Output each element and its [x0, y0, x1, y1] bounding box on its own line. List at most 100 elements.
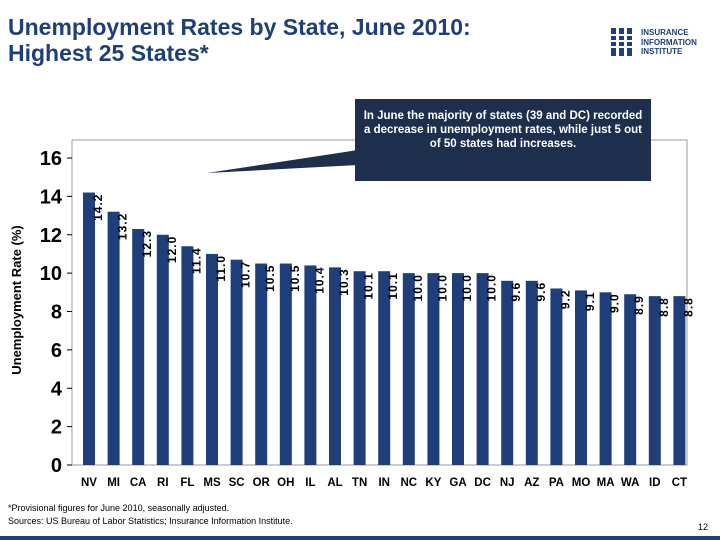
data-label-az: 9.6: [534, 282, 548, 302]
bar-dc: [476, 273, 489, 465]
page-number: 12: [697, 522, 708, 532]
y-tick-label: 6: [51, 340, 62, 362]
bar-az: [525, 280, 538, 465]
callout-pointer: [207, 150, 358, 173]
bar-fl: [181, 246, 194, 465]
logo-line-1: INSURANCE: [641, 28, 689, 37]
x-tick-label-mo: MO: [572, 477, 591, 489]
x-tick-label-ri: RI: [157, 477, 169, 489]
x-tick-label-ca: CA: [130, 477, 147, 489]
callout-box: In June the majority of states (39 and D…: [355, 99, 651, 181]
x-tick-label-nv: NV: [81, 477, 97, 489]
x-tick-label-nj: NJ: [500, 477, 515, 489]
page-title: Unemployment Rates by State, June 2010: …: [8, 14, 471, 66]
data-label-nj: 9.6: [509, 282, 523, 302]
bar-ct: [673, 296, 686, 465]
x-tick-label-az: AZ: [524, 477, 539, 489]
bar-pa: [550, 288, 563, 465]
x-tick-label-tn: TN: [352, 477, 367, 489]
bar-nc: [402, 273, 415, 465]
x-tick-label-ga: GA: [449, 477, 466, 489]
bar-ky: [427, 273, 440, 465]
bar-ca: [132, 228, 145, 465]
data-label-ma: 9.0: [608, 293, 622, 313]
logo-text: INSURANCE INFORMATION INSTITUTE: [641, 28, 697, 57]
bar-in: [378, 271, 391, 465]
y-axis: 0 2 4 6 8 10 12 14 16: [40, 148, 72, 477]
data-label-ct: 8.8: [681, 297, 695, 317]
data-label-fl: 11.4: [189, 247, 203, 274]
bar-al: [329, 267, 341, 465]
logo-line-2: INFORMATION: [641, 37, 697, 47]
data-label-id: 8.8: [657, 297, 671, 317]
data-label-pa: 9.2: [558, 289, 572, 309]
data-label-nc: 10.0: [411, 274, 425, 301]
data-label-in: 10.1: [386, 272, 400, 299]
y-tick-label: 4: [51, 378, 63, 400]
bar-sc: [230, 259, 243, 465]
data-label-ri: 12.0: [165, 236, 179, 263]
x-tick-label-ky: KY: [425, 477, 441, 489]
bar-wa: [624, 294, 637, 465]
y-tick-label: 14: [40, 186, 63, 208]
x-tick-label-id: ID: [649, 477, 661, 489]
y-tick-label: 10: [40, 263, 62, 285]
data-label-il: 10.4: [312, 266, 326, 293]
bottom-bar: [0, 536, 720, 540]
y-tick-label: 8: [51, 302, 62, 324]
data-label-ky: 10.0: [435, 274, 449, 301]
bar-mo: [575, 290, 587, 465]
bars: 14.2 13.2 12.3 12.0 11.4 11.0 10.7 10.5 10.5 10.4…: [83, 192, 695, 465]
y-tick-label: 2: [51, 417, 62, 439]
bar-tn: [353, 271, 366, 465]
x-tick-label-fl: FL: [180, 477, 194, 489]
x-tick-label-sc: SC: [229, 477, 245, 489]
footnote-line-2: Sources: US Bureau of Labor Statistics; …: [8, 516, 293, 526]
iii-logo-icon: [610, 28, 636, 56]
data-label-tn: 10.1: [362, 272, 376, 299]
x-tick-label-pa: PA: [549, 477, 564, 489]
y-axis-title: Unemployment Rate (%): [9, 225, 24, 375]
bar-nj: [501, 280, 514, 465]
title-line-2: Highest 25 States*: [8, 40, 209, 66]
y-tick-label: 12: [40, 225, 62, 247]
data-label-mo: 9.1: [583, 291, 597, 311]
y-tick-label: 16: [40, 148, 62, 170]
data-label-oh: 10.5: [288, 265, 302, 292]
x-tick-label-al: AL: [327, 477, 342, 489]
x-tick-label-il: IL: [305, 477, 315, 489]
bar-ma: [599, 292, 612, 465]
iii-logo: INSURANCE INFORMATION INSTITUTE: [610, 26, 710, 60]
data-label-al: 10.3: [337, 268, 351, 295]
x-tick-label-oh: OH: [277, 477, 294, 489]
bar-ri: [156, 234, 169, 465]
x-tick-label-in: IN: [378, 477, 390, 489]
x-tick-label-ma: MA: [597, 477, 615, 489]
bar-nv: [83, 192, 95, 465]
x-axis: NV MI CA RI FL MS SC OR OH IL AL TN IN NC KY GA DC NJ AZ PA…: [81, 477, 687, 489]
bar-ga: [452, 273, 464, 465]
bar-oh: [279, 263, 292, 465]
x-tick-label-or: OR: [253, 477, 271, 489]
logo-line-3: INSTITUTE: [641, 47, 683, 56]
bar-ms: [206, 253, 218, 465]
bar-id: [648, 296, 661, 465]
y-tick-label: 0: [51, 455, 62, 477]
data-label-dc: 10.0: [485, 274, 499, 301]
title-line-1: Unemployment Rates by State, June 2010:: [8, 14, 471, 40]
data-label-nv: 14.2: [91, 194, 105, 221]
x-tick-label-ms: MS: [203, 477, 221, 489]
x-tick-label-wa: WA: [621, 477, 640, 489]
data-label-wa: 8.9: [632, 295, 646, 315]
data-label-ga: 10.0: [460, 274, 474, 301]
data-label-ca: 12.3: [140, 230, 154, 257]
data-label-mi: 13.2: [116, 213, 130, 240]
bar-il: [304, 265, 317, 465]
bar-or: [255, 263, 268, 465]
x-tick-label-mi: MI: [107, 477, 120, 489]
data-label-ms: 11.0: [214, 255, 228, 282]
bar-mi: [107, 211, 120, 465]
data-label-sc: 10.7: [239, 261, 253, 288]
x-tick-label-ct: CT: [672, 477, 687, 489]
